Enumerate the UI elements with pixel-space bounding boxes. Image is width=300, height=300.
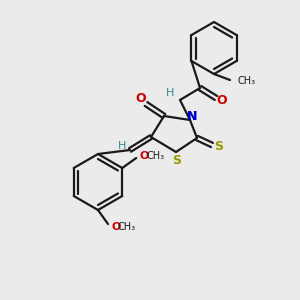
Text: O: O <box>136 92 146 104</box>
Text: S: S <box>214 140 224 154</box>
Text: N: N <box>187 110 197 124</box>
Text: N: N <box>187 110 197 124</box>
Text: O: O <box>111 222 120 232</box>
Text: CH₃: CH₃ <box>118 222 136 232</box>
Text: H: H <box>166 88 174 98</box>
Text: S: S <box>172 154 182 167</box>
Text: O: O <box>217 94 227 107</box>
Text: O: O <box>139 151 148 161</box>
Text: CH₃: CH₃ <box>146 151 164 161</box>
Text: CH₃: CH₃ <box>237 76 255 86</box>
Text: H: H <box>118 141 126 151</box>
